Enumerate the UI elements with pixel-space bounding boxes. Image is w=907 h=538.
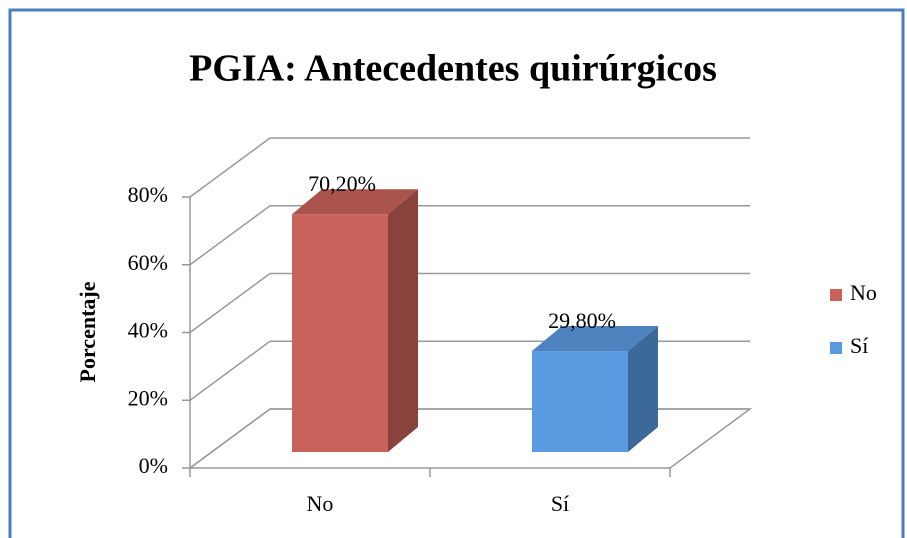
- grid-line: [189, 408, 750, 469]
- bar-side: [388, 189, 418, 452]
- y-tick-label: 20%: [128, 385, 168, 410]
- chart-title: PGIA: Antecedentes quirúrgicos: [189, 48, 717, 90]
- y-tick-label: 60%: [128, 250, 168, 275]
- bar: [292, 214, 388, 452]
- data-label: 70,20%: [308, 171, 376, 196]
- grid-line: [189, 205, 750, 266]
- grid-line: [189, 272, 750, 334]
- grid-line: [189, 137, 750, 198]
- y-tick-label: 0%: [139, 453, 168, 478]
- x-tick-label: Sí: [551, 491, 569, 516]
- y-tick-label: 40%: [128, 318, 168, 343]
- floor: [187, 408, 753, 469]
- y-axis-label: Porcentaje: [75, 281, 100, 382]
- legend-swatch: [830, 289, 842, 301]
- data-label: 29,80%: [548, 308, 616, 333]
- x-tick-label: No: [307, 491, 334, 516]
- bar-top: [292, 189, 418, 215]
- grid-line: [189, 340, 750, 401]
- bar-top: [532, 326, 658, 352]
- bar-side: [628, 326, 658, 452]
- legend-label: No: [850, 280, 877, 305]
- bar: [532, 351, 628, 452]
- legend-swatch: [830, 342, 842, 354]
- frame: [8, 8, 905, 538]
- y-tick-label: 80%: [128, 182, 168, 207]
- legend-label: Sí: [850, 333, 868, 358]
